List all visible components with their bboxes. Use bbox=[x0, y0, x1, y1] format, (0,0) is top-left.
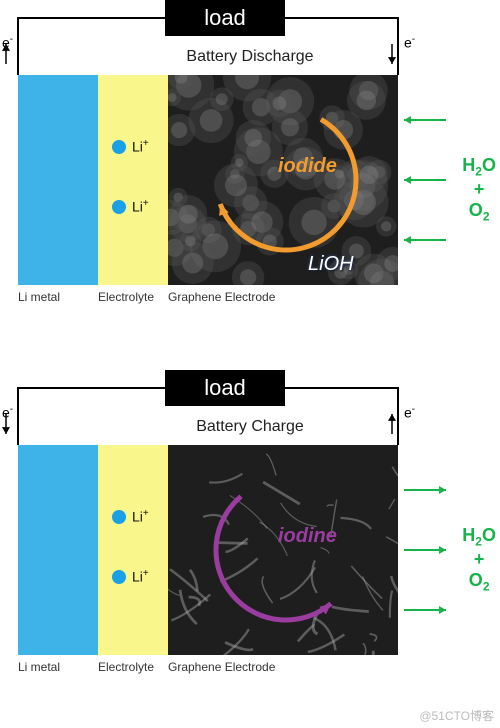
anode-label: Li metal bbox=[18, 290, 60, 304]
li-ion-label: Li+ bbox=[132, 508, 149, 525]
right-species: H2O+O2 bbox=[462, 525, 496, 594]
mediator-label: iodide bbox=[278, 155, 337, 178]
li-ion-dot bbox=[112, 510, 126, 524]
panel-discharge: loade-e-Battery Discharge iodideLiOHLi+L… bbox=[0, 0, 500, 355]
load-box: load bbox=[165, 370, 285, 406]
right-species: H2O+O2 bbox=[462, 155, 496, 224]
li-ion-label: Li+ bbox=[132, 198, 149, 215]
electrolyte-region bbox=[98, 75, 168, 285]
anode-region bbox=[18, 445, 98, 655]
panel-title: Battery Discharge bbox=[0, 48, 500, 66]
anode-label: Li metal bbox=[18, 660, 60, 674]
li-ion-dot bbox=[112, 570, 126, 584]
panel-charge: loade-e-Battery Charge iodineLi+Li+H2O+O… bbox=[0, 370, 500, 725]
cathode-label: Graphene Electrode bbox=[168, 290, 275, 304]
anode-region bbox=[18, 75, 98, 285]
li-ion-label: Li+ bbox=[132, 138, 149, 155]
lioh-label: LiOH bbox=[308, 253, 354, 276]
li-ion-dot bbox=[112, 200, 126, 214]
load-box: load bbox=[165, 0, 285, 36]
li-ion-label: Li+ bbox=[132, 568, 149, 585]
panel-title: Battery Charge bbox=[0, 418, 500, 436]
mediator-label: iodine bbox=[278, 525, 337, 548]
electrolyte-region bbox=[98, 445, 168, 655]
watermark: @51CTO博客 bbox=[419, 707, 494, 724]
electrolyte-label: Electrolyte bbox=[98, 290, 154, 304]
cathode-label: Graphene Electrode bbox=[168, 660, 275, 674]
li-ion-dot bbox=[112, 140, 126, 154]
electrolyte-label: Electrolyte bbox=[98, 660, 154, 674]
